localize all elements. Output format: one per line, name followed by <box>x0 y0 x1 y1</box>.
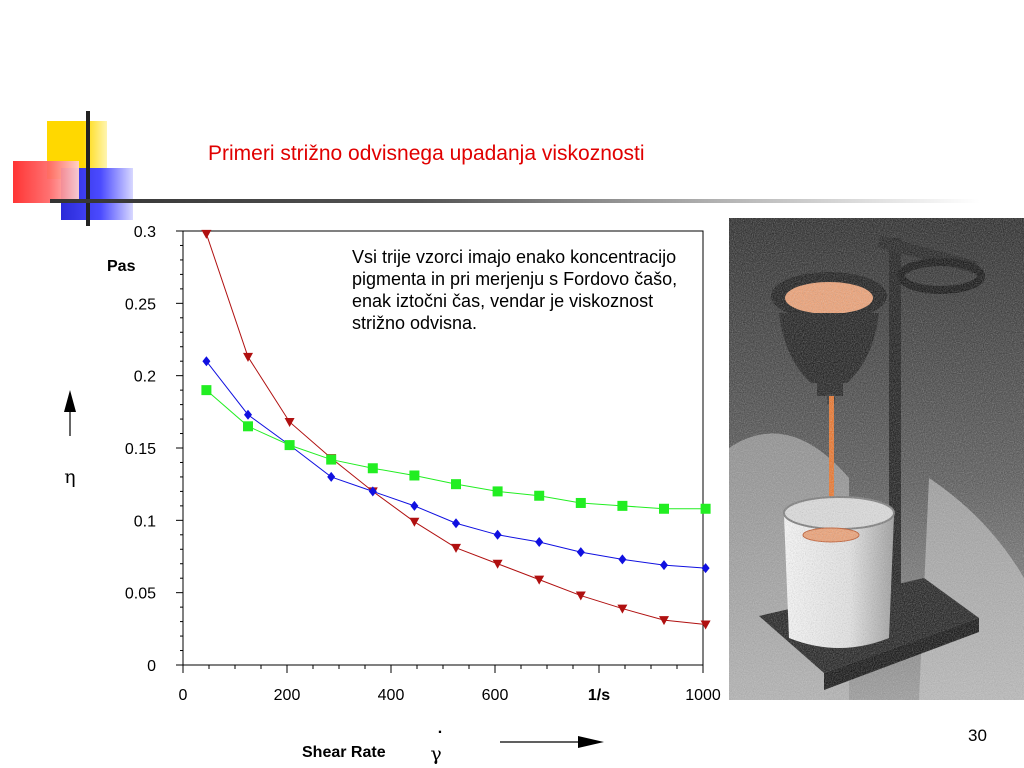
data-point <box>618 554 627 565</box>
y-arrow-head <box>64 390 76 412</box>
chart-labels: 0.3 0.25 0.2 0.15 0.1 0.05 0 0 200 400 600 1/s 1000 P… <box>64 224 721 765</box>
slide-title: Primeri strižno odvisnega upadanja visko… <box>208 142 645 165</box>
data-point <box>575 497 586 508</box>
y-tick-label: 0.3 <box>134 224 156 241</box>
data-point <box>452 518 460 529</box>
y-unit-label: Pas <box>107 258 136 275</box>
ford-cup-viscometer-photo <box>729 218 1024 700</box>
series-line-2 <box>206 389 706 510</box>
data-point <box>493 529 502 540</box>
title-underline <box>50 199 980 203</box>
chart-axes <box>176 230 704 673</box>
deco-vertical-rule <box>86 111 90 226</box>
x-tick-label: 0 <box>179 687 188 704</box>
note-text: Vsi trije vzorci imajo enako koncentraci… <box>352 247 678 333</box>
data-point <box>701 563 710 574</box>
y-tick-label: 0.15 <box>125 441 156 458</box>
data-point <box>368 486 377 497</box>
y-tick-label: 0.2 <box>134 369 156 386</box>
deco-red-square <box>13 161 79 203</box>
x-symbol-dot: . <box>438 720 442 737</box>
data-point <box>284 440 295 451</box>
data-point <box>659 616 669 626</box>
data-point <box>492 559 503 569</box>
data-point <box>201 385 212 396</box>
data-point <box>576 547 585 558</box>
y-tick-label: 0 <box>147 658 156 675</box>
data-point <box>451 543 461 553</box>
y-tick-label: 0.05 <box>125 586 156 603</box>
data-point <box>660 560 668 571</box>
page-number: 30 <box>968 726 987 745</box>
data-point <box>202 356 211 367</box>
x-tick-label: 200 <box>274 687 301 704</box>
data-point <box>284 417 295 427</box>
x-tick-label: 1/s <box>588 687 610 704</box>
data-point <box>659 503 669 514</box>
data-point <box>243 421 253 432</box>
series-line-1 <box>206 360 706 569</box>
x-arrow-head <box>578 736 604 748</box>
data-point <box>367 463 378 474</box>
data-point <box>327 471 336 482</box>
data-point <box>492 486 503 497</box>
data-point <box>575 591 586 601</box>
data-point <box>409 470 420 481</box>
x-tick-label: 400 <box>378 687 405 704</box>
data-point <box>535 537 544 548</box>
data-point <box>534 575 545 585</box>
data-point <box>617 500 628 511</box>
y-tick-label: 0.25 <box>125 296 156 313</box>
data-point <box>451 479 461 490</box>
x-tick-label: 1000 <box>685 687 721 704</box>
data-point <box>534 490 545 501</box>
y-symbol-eta: η <box>64 466 75 488</box>
x-axis-label: Shear Rate <box>302 744 386 761</box>
data-point <box>244 409 252 420</box>
x-tick-label: 600 <box>482 687 509 704</box>
data-point <box>326 454 337 465</box>
viscosity-chart: 0.3 0.25 0.2 0.15 0.1 0.05 0 0 200 400 600 1/s 1000 P… <box>64 224 721 765</box>
data-point <box>700 620 711 630</box>
x-symbol-gamma: γ <box>430 743 441 765</box>
data-point <box>243 352 253 362</box>
y-tick-label: 0.1 <box>134 513 156 530</box>
data-point <box>700 503 711 514</box>
data-point <box>201 229 212 239</box>
data-point <box>409 517 420 527</box>
chart-series <box>201 229 711 630</box>
data-point <box>617 604 628 614</box>
data-point <box>410 500 419 511</box>
